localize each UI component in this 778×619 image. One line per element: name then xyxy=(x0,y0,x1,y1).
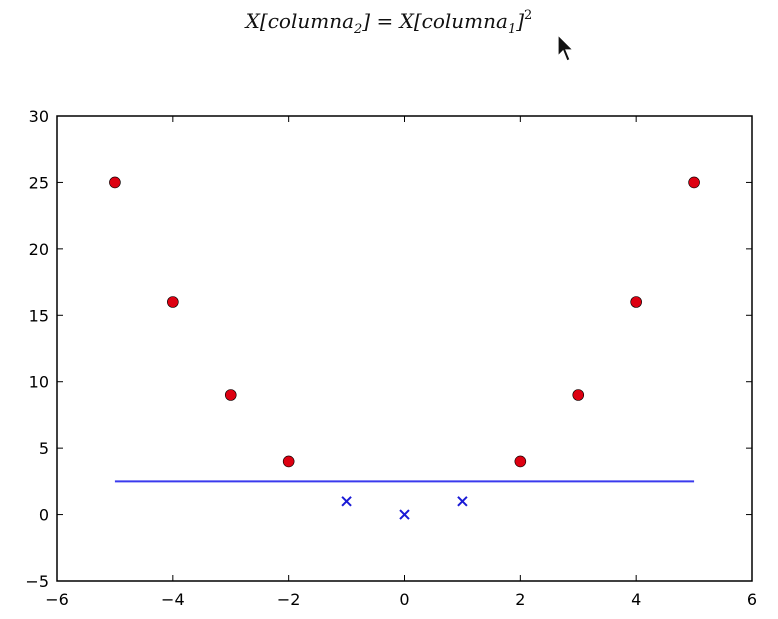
mouse-cursor-icon xyxy=(557,34,575,62)
y-tick-label: 15 xyxy=(29,306,49,325)
data-point-x xyxy=(457,496,468,507)
y-tick-label: 25 xyxy=(29,173,49,192)
y-tick-label: 30 xyxy=(29,107,49,126)
data-point-x-stroke xyxy=(457,496,468,507)
x-tick-label: 4 xyxy=(631,590,641,609)
data-point-circle xyxy=(167,296,179,308)
data-point-circle xyxy=(688,176,700,189)
y-tick-label: 10 xyxy=(29,373,49,392)
data-point-circle xyxy=(514,455,527,468)
data-point-x xyxy=(399,509,410,520)
axes-frame xyxy=(56,115,753,582)
x-tick-label: −6 xyxy=(45,590,69,609)
x-tick-label: −2 xyxy=(277,590,301,609)
y-tick-label: 20 xyxy=(29,240,49,259)
plot-area: −6 −4 −2 0 2 4 6 −5 0 5 10 15 20 25 30 xyxy=(25,107,757,609)
data-point-x-stroke xyxy=(399,509,410,520)
data-point-circle xyxy=(224,389,237,401)
data-point-circle xyxy=(572,389,585,401)
y-tick-label: 0 xyxy=(39,506,49,525)
y-tick-label: 5 xyxy=(39,439,49,458)
data-point-circle xyxy=(109,176,121,189)
data-point-circle xyxy=(630,296,642,308)
x-tick-label: 0 xyxy=(399,590,409,609)
data-point-x-stroke xyxy=(341,496,352,507)
x-tick-label: 2 xyxy=(515,590,525,609)
x-tick-label: 6 xyxy=(747,590,757,609)
chart-title: X[columna2] = X[columna1]2 xyxy=(244,8,533,37)
data-point-circle xyxy=(282,455,295,468)
data-point-x xyxy=(341,496,352,507)
y-tick-label: −5 xyxy=(25,572,49,591)
x-tick-label: −4 xyxy=(161,590,185,609)
